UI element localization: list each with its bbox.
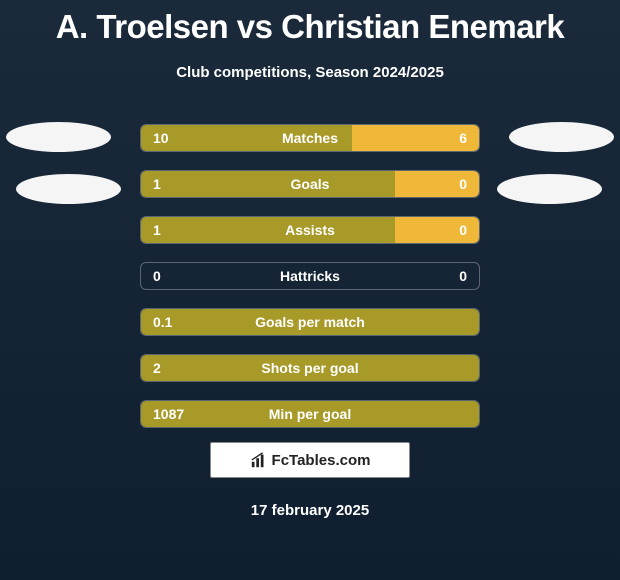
player-right-avatar-1	[509, 122, 614, 152]
stat-row: 0.1Goals per match	[140, 308, 480, 336]
stat-label: Shots per goal	[141, 360, 479, 376]
stat-label: Min per goal	[141, 406, 479, 422]
stat-label: Assists	[141, 222, 479, 238]
date-label: 17 february 2025	[0, 502, 620, 519]
stat-label: Goals per match	[141, 314, 479, 330]
source-badge[interactable]: FcTables.com	[210, 442, 410, 478]
stat-row: 1087Min per goal	[140, 400, 480, 428]
subtitle: Club competitions, Season 2024/2025	[0, 64, 620, 81]
player-right-avatar-2	[497, 174, 602, 204]
stat-row: 00Hattricks	[140, 262, 480, 290]
player-left-avatar-2	[16, 174, 121, 204]
stat-label: Hattricks	[141, 268, 479, 284]
stat-row: 106Matches	[140, 124, 480, 152]
stat-label: Goals	[141, 176, 479, 192]
player-left-avatar-1	[6, 122, 111, 152]
page-title: A. Troelsen vs Christian Enemark	[0, 0, 620, 46]
stat-row: 10Assists	[140, 216, 480, 244]
chart-icon	[250, 451, 268, 469]
stat-row: 10Goals	[140, 170, 480, 198]
stat-label: Matches	[141, 130, 479, 146]
stats-bars: 106Matches 10Goals 10Assists 00Hattricks 0.1…	[140, 124, 480, 446]
stat-row: 2Shots per goal	[140, 354, 480, 382]
badge-text: FcTables.com	[272, 452, 371, 469]
